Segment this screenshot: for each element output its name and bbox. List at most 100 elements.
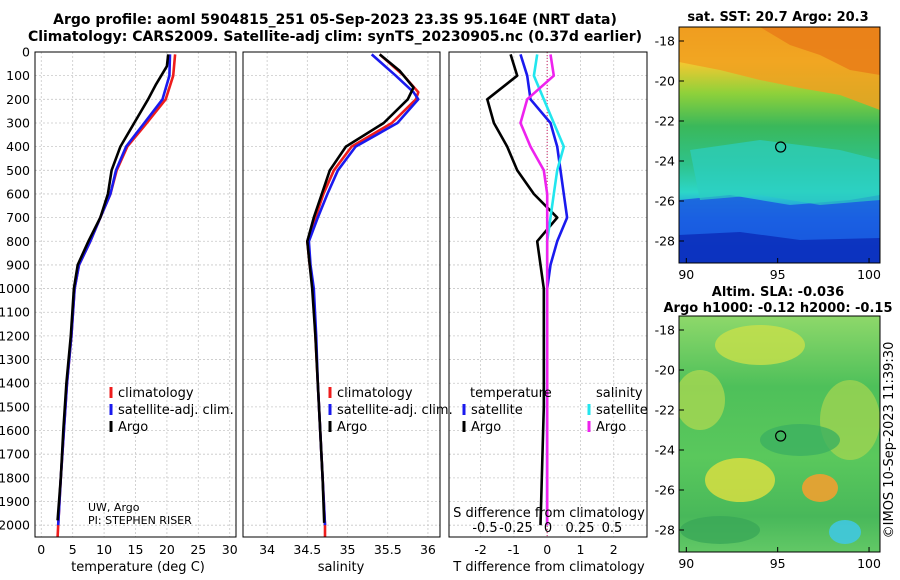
map-xtick-95: 95 — [770, 556, 786, 571]
x-tick-25: 25 — [190, 542, 206, 557]
x-tick-10: 10 — [96, 542, 112, 557]
title-line-1: Argo profile: aoml 5904815_251 05-Sep-20… — [53, 12, 617, 28]
map-ytick--18: -18 — [655, 323, 675, 338]
panel-frame — [242, 51, 441, 538]
y-tick-200: 200 — [6, 92, 30, 107]
map-ytick--18: -18 — [655, 34, 675, 49]
legend-argo-label: Argo — [118, 420, 148, 435]
series-climatology — [305, 53, 420, 537]
sst-cyan-region — [690, 140, 880, 205]
y-tick-0: 0 — [22, 45, 30, 60]
x-tick-2: 2 — [610, 542, 618, 557]
map-ytick--28: -28 — [655, 234, 675, 249]
s-tick-05: 0.5 — [602, 521, 623, 536]
y-tick-1200: 1200 — [0, 328, 30, 343]
series-temperature-argo — [485, 54, 559, 526]
y-tick-1000: 1000 — [0, 281, 30, 296]
sla-low-2 — [829, 520, 861, 544]
y-tick-300: 300 — [6, 115, 30, 130]
map-ytick--28: -28 — [655, 523, 675, 538]
map-ytick--26: -26 — [655, 194, 675, 209]
map-ytick--24: -24 — [655, 443, 675, 458]
salinity-legend: climatology satellite-adj. clim. Argo — [328, 386, 453, 435]
x-tick-35.5: 35.5 — [374, 542, 402, 557]
temperature-xlabel: temperature (deg C) — [71, 560, 205, 575]
x-tick-30: 30 — [222, 542, 238, 557]
legend-climatology-label: climatology — [118, 386, 194, 401]
diff-legend-salinity-heading: salinity — [596, 386, 643, 401]
panel-frame — [34, 51, 237, 538]
y-tick-700: 700 — [6, 210, 30, 225]
y-tick-500: 500 — [6, 163, 30, 178]
sal-legend-argo-label: Argo — [337, 420, 367, 435]
x-tick-35: 35 — [340, 542, 356, 557]
map-ytick--22: -22 — [655, 403, 675, 418]
y-tick-1500: 1500 — [0, 399, 30, 414]
sst-coldest-region — [679, 232, 880, 263]
x-tick--2: -2 — [474, 542, 486, 557]
x-tick--1: -1 — [508, 542, 520, 557]
sla-low-3 — [680, 516, 760, 544]
map-ytick--24: -24 — [655, 154, 675, 169]
diff-legend-sal-sat-label: satellite — [596, 403, 648, 418]
x-tick-0: 0 — [543, 542, 551, 557]
sla-high-4 — [705, 458, 775, 502]
sal-legend-satellite-label: satellite-adj. clim. — [337, 403, 453, 418]
map-ytick--20: -20 — [655, 363, 675, 378]
sla-low-1 — [760, 424, 840, 456]
sla-map: 90 95 100 -18 -20 -22 -24 -26 -28 — [655, 315, 881, 571]
title-line-2: Climatology: CARS2009. Satellite-adj cli… — [27, 29, 643, 45]
series-salinity-argo — [519, 54, 556, 526]
series-argo — [56, 54, 170, 521]
diff-legend-sal-argo-label: Argo — [596, 420, 626, 435]
sst-hot-region — [760, 27, 880, 75]
y-tick-1800: 1800 — [0, 470, 30, 485]
x-tick-36: 36 — [420, 542, 436, 557]
sla-map-title-2: Argo h1000: -0.12 h2000: -0.15 — [663, 301, 892, 316]
difference-xlabel: T difference from climatology — [452, 560, 645, 575]
map-ytick--26: -26 — [655, 483, 675, 498]
diff-legend-temp-argo-label: Argo — [471, 420, 501, 435]
diff-legend-temperature-heading: temperature — [470, 386, 552, 401]
y-tick-1900: 1900 — [0, 494, 30, 509]
legend-satellite-label: satellite-adj. clim. — [118, 403, 234, 418]
temperature-panel: 0100200300400500600700800900100011001200… — [0, 45, 238, 558]
sst-map: 90 95 100 -18 -20 -22 -24 -26 -28 — [655, 26, 881, 282]
sla-high-1 — [715, 325, 805, 365]
salinity-xlabel: salinity — [318, 560, 365, 575]
salinity-panel: 34 34.5 35 35.5 36 — [242, 51, 441, 557]
sst-map-frame — [678, 26, 881, 264]
y-tick-2000: 2000 — [0, 518, 30, 533]
difference-panel: -2 -1 0 1 2 — [448, 51, 648, 557]
map-xtick-95: 95 — [770, 267, 786, 282]
x-tick-1: 1 — [576, 542, 584, 557]
x-tick-5: 5 — [69, 542, 77, 557]
difference-legend: temperature satellite Argo salinity sate… — [462, 386, 648, 435]
sst-map-title: sat. SST: 20.7 Argo: 20.3 — [687, 10, 868, 25]
s-tick-0: 0 — [544, 521, 552, 536]
sla-high-2 — [679, 370, 725, 430]
sal-legend-climatology-label: climatology — [337, 386, 413, 401]
y-tick-900: 900 — [6, 257, 30, 272]
s-tick-m025: -0.25 — [499, 521, 533, 536]
diff-legend-temp-sat-label: satellite — [471, 403, 523, 418]
y-tick-100: 100 — [6, 68, 30, 83]
difference-top-xlabel: S difference from climatology — [453, 506, 645, 521]
temperature-legend: climatology satellite-adj. clim. Argo — [109, 386, 234, 435]
imos-stamp: ©IMOS 10-Sep-2023 11:39:30 — [882, 342, 897, 539]
series-argo — [305, 53, 415, 523]
credit-line-1: UW, Argo — [88, 501, 140, 514]
float-location-marker — [775, 430, 787, 442]
x-tick-20: 20 — [159, 542, 175, 557]
map-xtick-90: 90 — [678, 267, 694, 282]
credit-line-2: PI: STEPHEN RISER — [88, 514, 192, 527]
y-tick-400: 400 — [6, 139, 30, 154]
y-tick-1600: 1600 — [0, 423, 30, 438]
x-tick-15: 15 — [128, 542, 144, 557]
x-tick-34.5: 34.5 — [293, 542, 321, 557]
float-location-marker — [775, 141, 787, 153]
sla-peak — [802, 474, 838, 502]
sla-map-title-1: Altim. SLA: -0.036 — [712, 285, 844, 300]
map-xtick-100: 100 — [857, 267, 881, 282]
